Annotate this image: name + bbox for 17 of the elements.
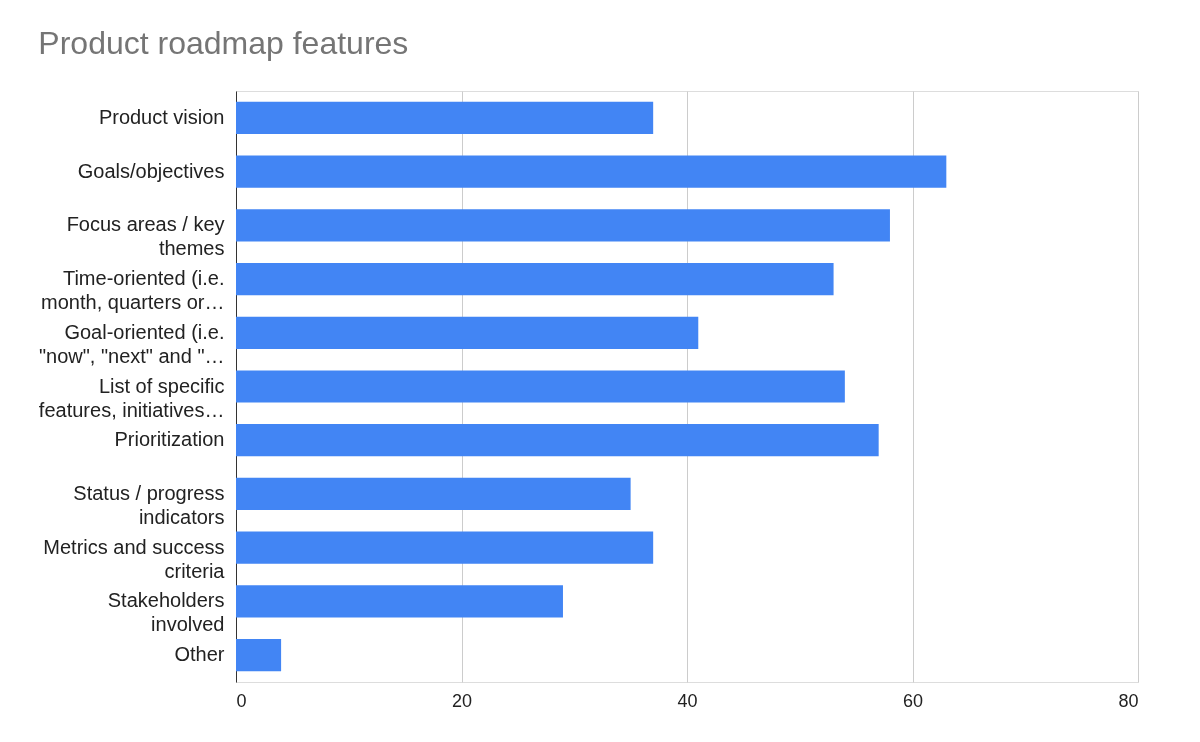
- x-tick-label: 60: [902, 690, 924, 711]
- y-tick-label: Prioritization: [114, 428, 225, 451]
- y-tick-label: Focus areas / key themes: [66, 213, 225, 260]
- chart-title: Product roadmap features: [38, 25, 409, 61]
- y-tick-label: Goal-oriented (i.e. "now", "next" and "…: [38, 320, 225, 367]
- x-tick-label: 20: [451, 690, 473, 711]
- y-tick-label: Goals/objectives: [77, 159, 225, 182]
- x-tick-label: 0: [236, 690, 247, 711]
- y-tick-label: List of specific features, initiatives…: [38, 374, 225, 421]
- x-tick-label: 40: [677, 690, 698, 711]
- y-tick-label: Other: [174, 643, 225, 666]
- y-tick-label: Product vision: [98, 105, 225, 128]
- y-tick-label: Metrics and success criteria: [43, 535, 226, 582]
- y-tick-label: Status / progress indicators: [73, 481, 225, 528]
- y-tick-label: Stakeholders involved: [107, 589, 225, 636]
- y-tick-label: Time-oriented (i.e. month, quarters or…: [41, 267, 225, 314]
- x-tick-label: 80: [1118, 690, 1139, 711]
